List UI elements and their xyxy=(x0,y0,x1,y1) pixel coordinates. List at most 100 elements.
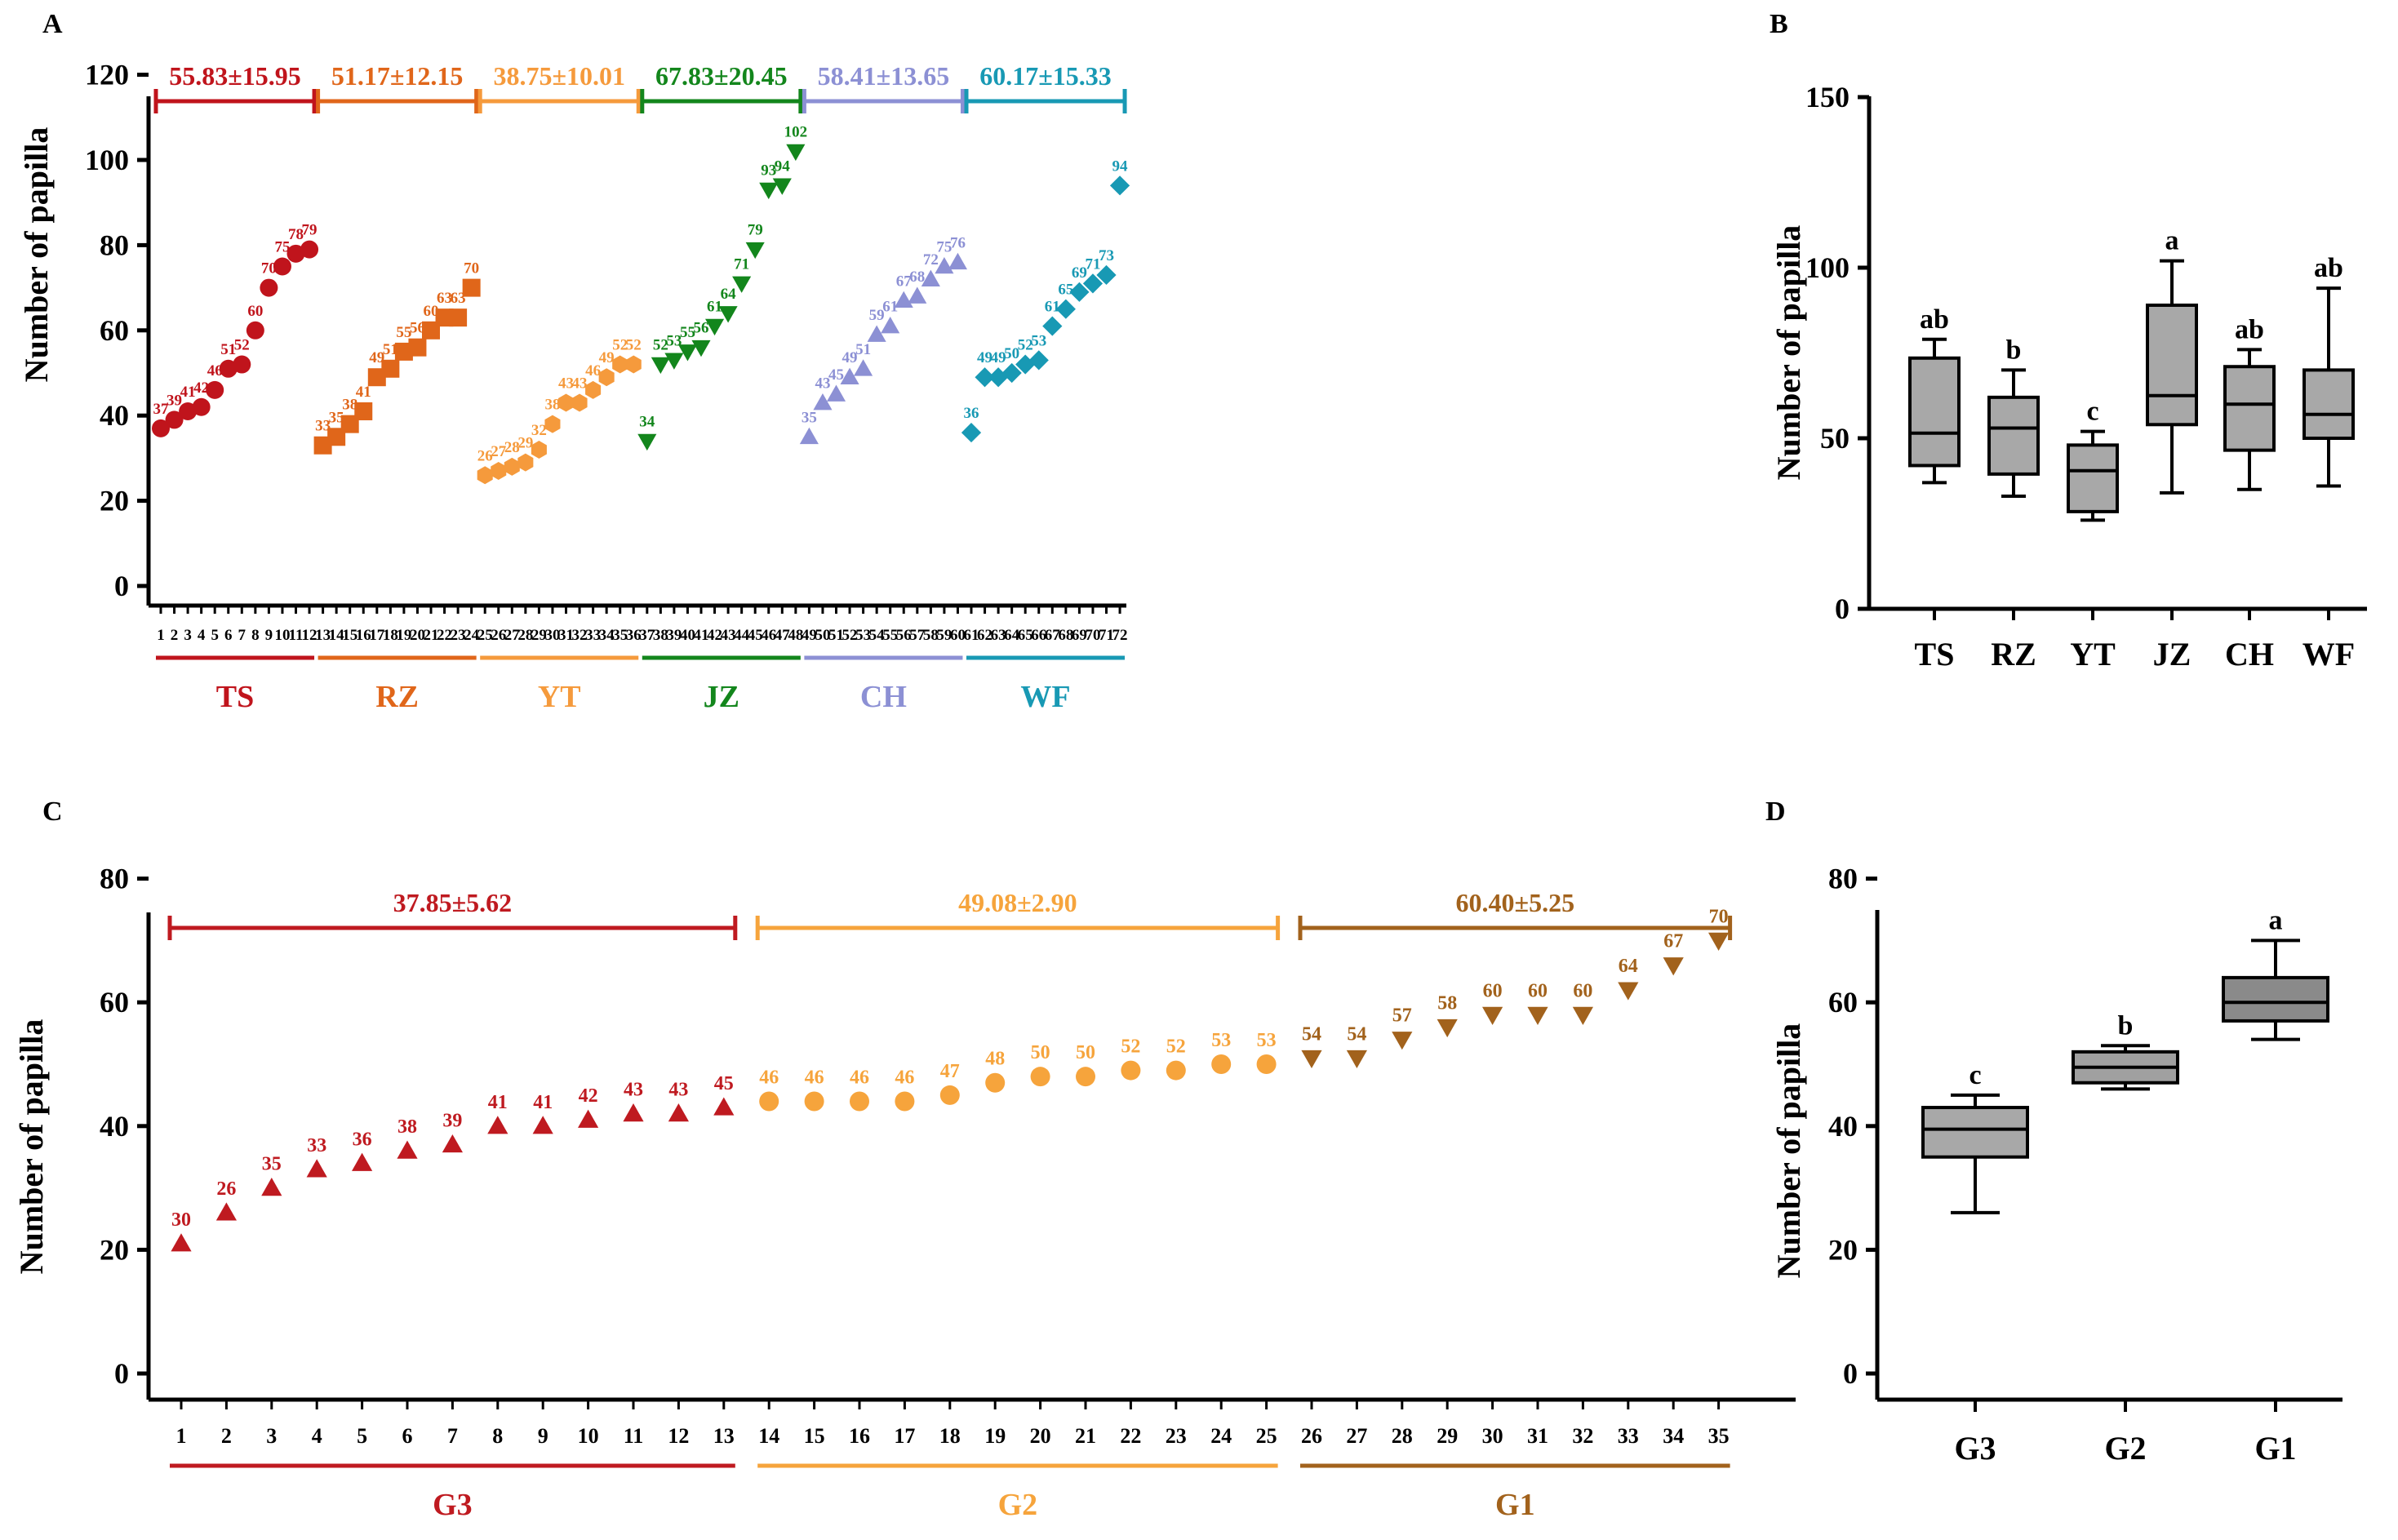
mean-bracket: 60.17±15.33 xyxy=(964,61,1127,113)
data-label: 61 xyxy=(1045,299,1060,316)
significance-letter: ab xyxy=(2235,314,2264,344)
data-label: 53 xyxy=(1257,1030,1277,1051)
data-label: 60 xyxy=(1528,980,1548,1001)
box-ch: ab CH xyxy=(2223,314,2276,672)
data-label: 52 xyxy=(1121,1036,1140,1058)
x-tick-label: 67 xyxy=(1045,627,1061,644)
data-point xyxy=(1121,1060,1141,1081)
x-tick-label: 46 xyxy=(761,627,776,644)
data-point xyxy=(397,1140,418,1159)
significance-letter: a xyxy=(2165,226,2179,256)
data-point xyxy=(1042,316,1063,336)
data-point xyxy=(306,1159,327,1178)
x-tick-label: 14 xyxy=(758,1424,779,1448)
x-tick-label: 9 xyxy=(265,627,273,644)
panel-letter-b: B xyxy=(1770,9,1788,39)
data-point xyxy=(786,144,806,162)
x-tick-label: 10 xyxy=(274,627,290,644)
data-point xyxy=(1256,1054,1277,1074)
data-label: 94 xyxy=(775,158,791,175)
data-label: 50 xyxy=(1031,1042,1050,1063)
data-label: 41 xyxy=(356,384,371,401)
x-tick-label: 44 xyxy=(734,627,750,644)
x-tick-label: 23 xyxy=(1166,1424,1187,1448)
data-point xyxy=(637,433,657,451)
data-point xyxy=(718,306,738,323)
data-label: 52 xyxy=(626,337,642,354)
y-tick-label: 80 xyxy=(1828,863,1858,895)
x-tick-label: 1 xyxy=(176,1424,187,1448)
x-tick-label: 72 xyxy=(1112,627,1128,644)
x-tick-label: 57 xyxy=(909,627,926,644)
data-label: 54 xyxy=(1347,1023,1366,1045)
data-point xyxy=(921,269,940,286)
x-tick-label: 42 xyxy=(707,627,722,644)
y-tick-label: 60 xyxy=(1828,986,1858,1019)
x-tick-label: 23 xyxy=(451,627,466,644)
data-point xyxy=(1301,1050,1322,1069)
data-point xyxy=(826,384,846,402)
data-label: 26 xyxy=(477,447,493,464)
x-tick-label: 31 xyxy=(558,627,574,644)
data-point xyxy=(435,308,454,327)
data-label: 61 xyxy=(882,299,898,316)
x-tick-label: 27 xyxy=(1346,1424,1367,1448)
data-label: 35 xyxy=(329,409,344,426)
significance-letter: b xyxy=(2006,335,2022,365)
data-label: 49 xyxy=(977,349,993,366)
x-tick-label: 60 xyxy=(950,627,966,644)
box-yt: c YT xyxy=(2067,397,2119,672)
x-tick-label: 25 xyxy=(1256,1424,1277,1448)
mean-bracket: 60.40±5.25 xyxy=(1298,888,1733,940)
data-label: 35 xyxy=(802,409,817,426)
data-point xyxy=(840,367,859,385)
data-label: 49 xyxy=(842,349,858,366)
x-category-label: G3 xyxy=(1954,1430,1996,1467)
data-point xyxy=(408,338,427,357)
x-tick-label: 45 xyxy=(748,627,763,644)
data-point xyxy=(1618,982,1639,1001)
data-point xyxy=(908,286,927,304)
y-tick-label: 150 xyxy=(1805,81,1850,113)
x-tick-label: 36 xyxy=(626,627,642,644)
y-tick-label: 40 xyxy=(100,1110,129,1143)
y-tick-label: 80 xyxy=(100,229,129,261)
data-label: 52 xyxy=(1166,1036,1186,1058)
data-label: 36 xyxy=(353,1129,372,1150)
x-category-label: TS xyxy=(1915,636,1955,672)
data-point xyxy=(487,1116,508,1134)
data-label: 38 xyxy=(544,397,560,414)
x-tick-label: 13 xyxy=(315,627,331,644)
data-label: 58 xyxy=(1437,993,1457,1014)
data-label: 49 xyxy=(991,349,1006,366)
data-point xyxy=(664,353,684,370)
x-tick-label: 51 xyxy=(828,627,844,644)
y-tick-label: 0 xyxy=(114,1357,129,1390)
series-g2: 49.08±2.90 46 46 46 46 47 48 50 50 52 52 53 53 G2 xyxy=(755,888,1281,1522)
data-label: 28 xyxy=(504,439,520,456)
data-point xyxy=(975,367,995,388)
x-tick-label: 31 xyxy=(1527,1424,1548,1448)
data-label: 71 xyxy=(1085,255,1100,273)
x-tick-label: 12 xyxy=(302,627,318,644)
box-g3: c G3 xyxy=(1921,1060,2029,1467)
x-tick-label: 29 xyxy=(1437,1424,1458,1448)
data-point xyxy=(813,393,833,411)
x-tick-label: 63 xyxy=(991,627,1006,644)
group-label: RZ xyxy=(375,680,419,714)
y-axis-label: Number of papilla xyxy=(18,127,55,383)
x-tick-label: 33 xyxy=(585,627,601,644)
x-tick-label: 18 xyxy=(383,627,398,644)
box-body xyxy=(1908,356,1961,468)
data-label: 102 xyxy=(784,124,808,141)
group-label: TS xyxy=(216,680,254,714)
data-label: 94 xyxy=(1112,158,1129,175)
data-label: 45 xyxy=(828,366,844,384)
data-point xyxy=(1001,362,1022,384)
data-point xyxy=(948,252,967,270)
data-label: 61 xyxy=(707,299,722,316)
data-label: 45 xyxy=(714,1073,734,1094)
data-label: 64 xyxy=(1619,956,1638,977)
